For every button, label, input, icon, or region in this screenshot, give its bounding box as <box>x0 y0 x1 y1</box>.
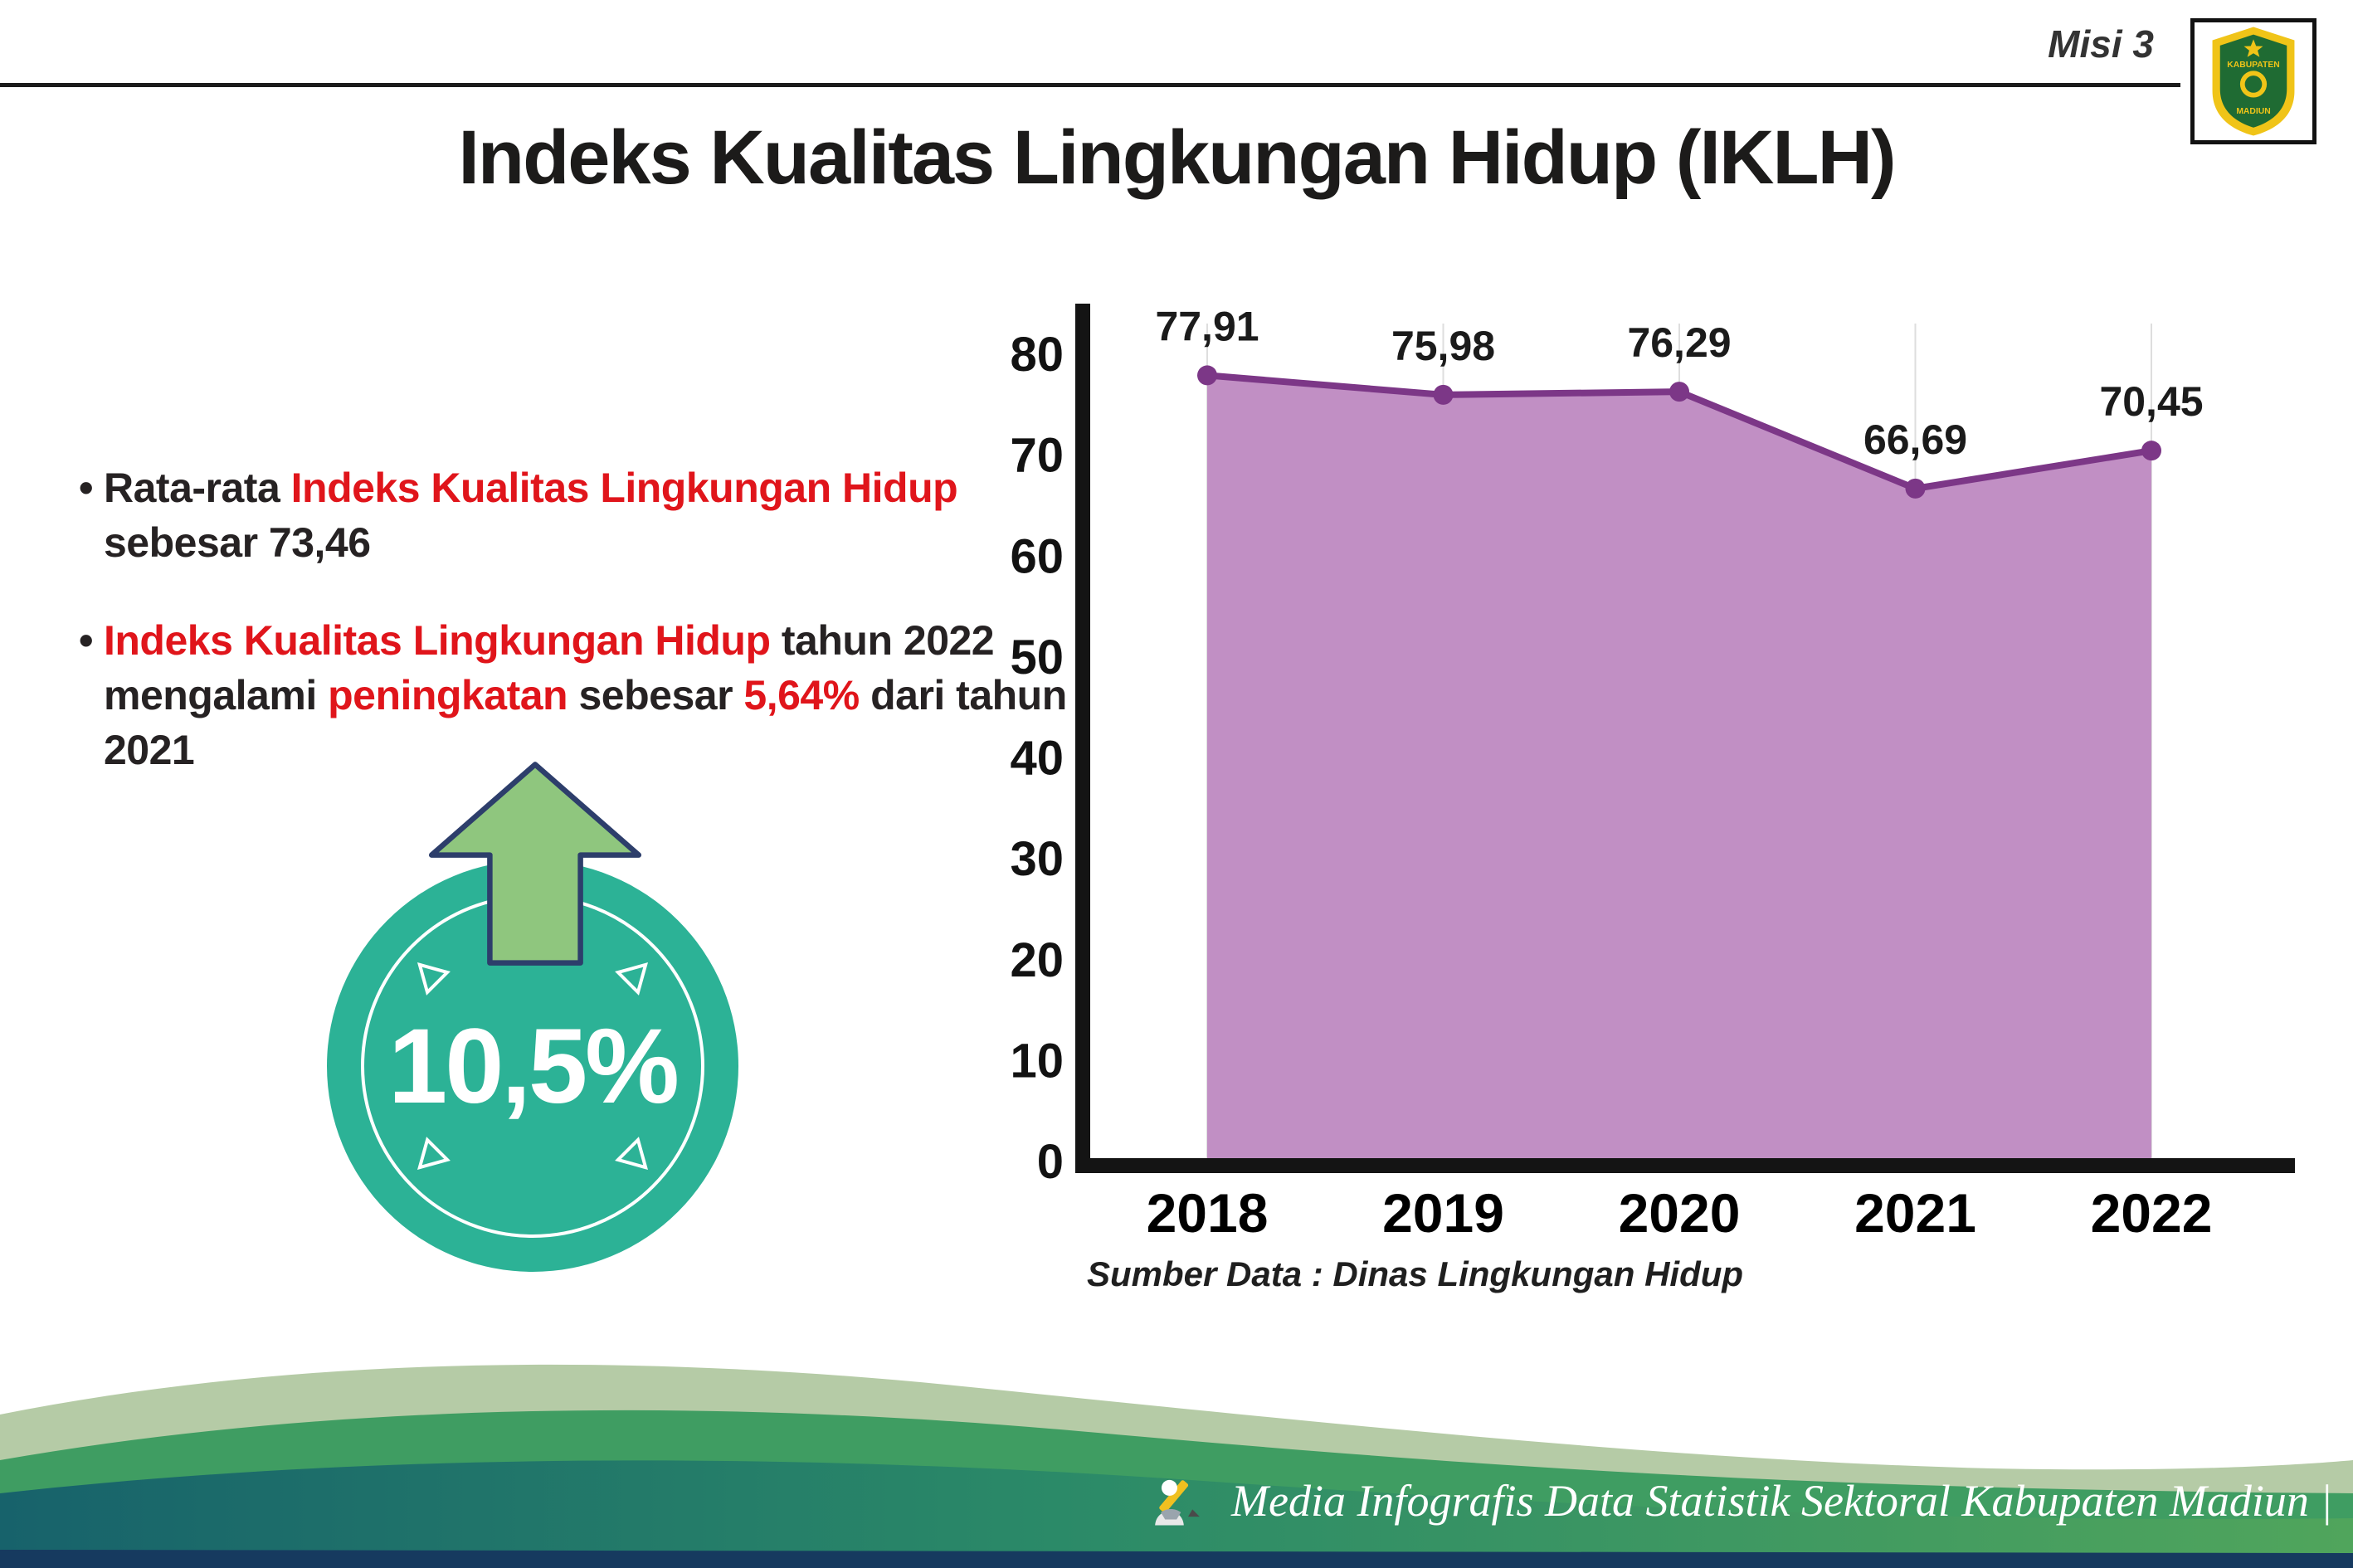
bullet-text-segment: sebesar 73,46 <box>104 519 371 566</box>
chart-point <box>1433 384 1454 405</box>
bullet-text-segment: sebesar <box>568 672 744 718</box>
bullet-text-segment: tahun 2022 mengalami <box>104 617 995 718</box>
chart-value-label: 66,69 <box>1863 416 1967 463</box>
y-axis-tick-label: 40 <box>1010 732 1064 786</box>
triangle-icon <box>417 1137 451 1171</box>
triangle-icon <box>615 962 649 996</box>
pencil-shape <box>1159 1480 1189 1513</box>
star-icon <box>2243 39 2263 57</box>
y-axis-tick-label: 70 <box>1010 429 1064 483</box>
chart-area-fill <box>1207 375 2151 1158</box>
increase-arrow-icon <box>428 762 642 966</box>
footer-caption: Media Infografis Data Statistik Sektoral… <box>1231 1476 2333 1526</box>
percentage-value: 10,5% <box>388 1006 680 1126</box>
y-axis-tick-label: 20 <box>1010 933 1064 987</box>
x-axis-year-label: 2019 <box>1382 1182 1504 1244</box>
footer-caption-row: Media Infografis Data Statistik Sektoral… <box>1145 1470 2332 1531</box>
chart-point <box>1905 478 1926 499</box>
bullet-dot: • <box>79 465 94 511</box>
y-axis-tick-label: 80 <box>1010 328 1064 382</box>
bullet-item: • Rata-rata Indeks Kualitas Lingkungan Hi… <box>79 460 1083 570</box>
bullet-item: • Indeks Kualitas Lingkungan Hidup tahun … <box>79 613 1083 777</box>
chart-point <box>1669 382 1689 402</box>
writer-icon <box>1155 1479 1200 1526</box>
top-divider <box>0 83 2180 87</box>
bullet-text-segment: Rata-rata <box>104 465 291 511</box>
mission-label: Misi 3 <box>2048 22 2154 66</box>
chart-svg: 77,91 75,98 76,29 66,69 70,45 0 10 20 30 40 50 60 70… <box>1010 303 2295 1244</box>
chart-value-label: 77,91 <box>1155 303 1259 349</box>
triangle-icon <box>615 1137 649 1171</box>
logo-bottom-text: MADIUN <box>2236 107 2270 116</box>
x-axis-bar <box>1075 1158 2295 1173</box>
bullet-list: • Rata-rata Indeks Kualitas Lingkungan Hi… <box>79 460 1083 821</box>
bullet-text-segment: dari tahun 2021 <box>104 672 1067 773</box>
x-axis-year-label: 2022 <box>2091 1182 2213 1244</box>
chart-point <box>1197 365 1217 386</box>
chart-point <box>2141 441 2161 461</box>
wave-navy-strip <box>0 1550 2353 1568</box>
triangle-icon <box>417 962 451 996</box>
chart-value-label: 70,45 <box>2099 378 2203 425</box>
bullet-text-segment: Indeks Kualitas Lingkungan Hidup <box>290 465 958 511</box>
chart-value-label: 76,29 <box>1627 319 1731 366</box>
x-axis-year-label: 2020 <box>1619 1182 1741 1244</box>
shield-logo-icon: KABUPATEN MADIUN <box>2212 27 2295 136</box>
y-axis-tick-label: 30 <box>1010 832 1064 886</box>
bullet-text-segment: peningkatan <box>328 672 568 718</box>
kabupaten-madiun-logo: KABUPATEN MADIUN <box>2190 18 2316 144</box>
y-axis-tick-label: 0 <box>1037 1135 1064 1189</box>
iklh-chart: 77,91 75,98 76,29 66,69 70,45 0 10 20 30 40 50 60 70… <box>954 299 2323 1294</box>
y-axis-bar <box>1075 304 1090 1173</box>
bullet-text-segment: 5,64% <box>743 672 860 718</box>
x-axis-year-label: 2021 <box>1854 1182 1976 1244</box>
y-axis-tick-label: 50 <box>1010 631 1064 684</box>
x-axis-year-label: 2018 <box>1147 1182 1269 1244</box>
chart-value-label: 75,98 <box>1391 323 1495 369</box>
y-axis-tick-label: 60 <box>1010 529 1064 583</box>
y-axis-tick-label: 10 <box>1010 1034 1064 1088</box>
footer-waves <box>0 1364 2353 1568</box>
bullet-text-segment: Indeks Kualitas Lingkungan Hidup <box>104 617 771 664</box>
page-title: Indeks Kualitas Lingkungan Hidup (IKLH) <box>458 115 1896 200</box>
bullet-dot: • <box>79 617 94 664</box>
source-note: Sumber Data : Dinas Lingkungan Hidup <box>1087 1254 1744 1293</box>
logo-top-text: KABUPATEN <box>2227 61 2279 70</box>
